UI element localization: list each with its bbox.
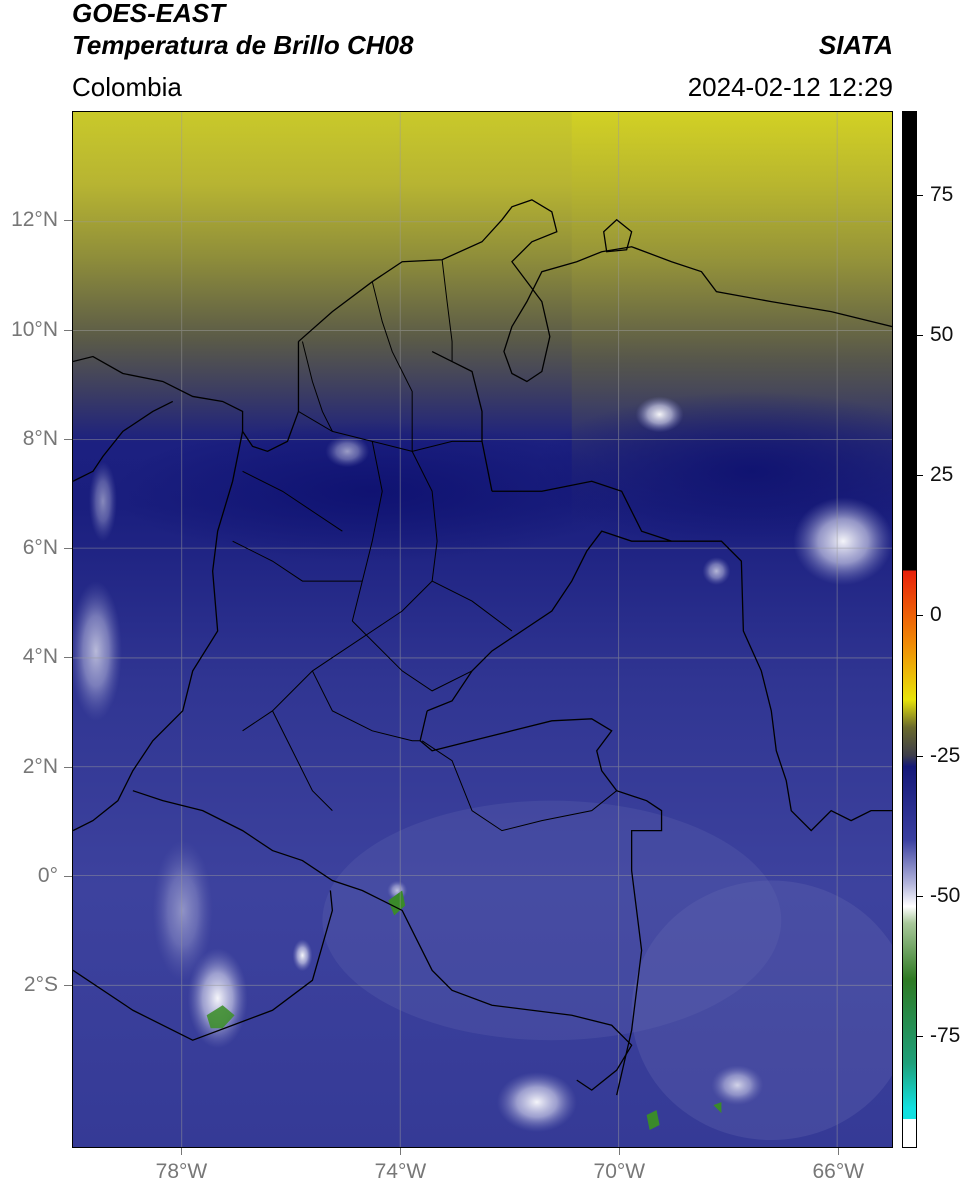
colorbar-tick-mark xyxy=(917,1035,923,1037)
longitude-tick-mark xyxy=(181,1148,183,1155)
colorbar-tick-mark xyxy=(917,755,923,757)
longitude-tick-mark xyxy=(619,1148,621,1155)
region-label: Colombia xyxy=(72,72,182,102)
colorbar-tick-mark xyxy=(917,195,923,197)
latitude-tick-label: 12°N xyxy=(11,208,58,232)
colorbar-tick-mark xyxy=(917,475,923,477)
latitude-tick-mark xyxy=(64,220,72,222)
latitude-tick-mark xyxy=(64,438,72,440)
longitude-tick-mark xyxy=(400,1148,402,1155)
agency-label: SIATA xyxy=(818,30,893,60)
latitude-tick-mark xyxy=(64,875,72,877)
country-borders xyxy=(73,199,892,1096)
colorbar-tick-label: 75 xyxy=(930,183,954,207)
longitude-tick-label: 74°W xyxy=(374,1160,427,1183)
latitude-tick-label: 8°N xyxy=(22,426,58,450)
colorbar-tick-label: -75 xyxy=(930,1023,961,1047)
latitude-tick-label: 4°N xyxy=(22,645,58,669)
latitude-tick-label: 2°S xyxy=(23,973,58,997)
colorbar-tick-label: -25 xyxy=(930,743,961,767)
longitude-tick-label: 66°W xyxy=(812,1160,865,1183)
latitude-tick-mark xyxy=(64,985,72,987)
colorbar-tick-label: 25 xyxy=(930,463,954,487)
colorbar-tick-mark xyxy=(917,895,923,897)
latitude-tick-mark xyxy=(64,657,72,659)
longitude-tick-mark xyxy=(838,1148,840,1155)
product-title: Temperatura de Brillo CH08 xyxy=(72,30,414,60)
latitude-tick-mark xyxy=(64,548,72,550)
latitude-tick-mark xyxy=(64,766,72,768)
longitude-tick-label: 70°W xyxy=(593,1160,646,1183)
colorbar-tick-label: 50 xyxy=(930,323,954,347)
colorbar-tick-label: 0 xyxy=(930,603,942,627)
latitude-tick-label: 2°N xyxy=(22,754,58,778)
latitude-tick-mark xyxy=(64,329,72,331)
satellite-title: GOES-EAST xyxy=(72,0,226,28)
latitude-tick-label: 6°N xyxy=(22,536,58,560)
latitude-tick-label: 0° xyxy=(37,863,58,887)
latitude-tick-label: 10°N xyxy=(11,317,58,341)
colorbar-tick-mark xyxy=(917,335,923,337)
temperature-colorbar xyxy=(902,111,917,1148)
colorbar-tick-label: -50 xyxy=(930,883,961,907)
brightness-temperature-image xyxy=(73,112,892,1147)
colorbar-tick-mark xyxy=(917,615,923,617)
longitude-tick-label: 78°W xyxy=(155,1160,208,1183)
satellite-map xyxy=(72,111,893,1148)
datetime-label: 2024-02-12 12:29 xyxy=(687,72,893,102)
gridlines xyxy=(73,112,892,1147)
